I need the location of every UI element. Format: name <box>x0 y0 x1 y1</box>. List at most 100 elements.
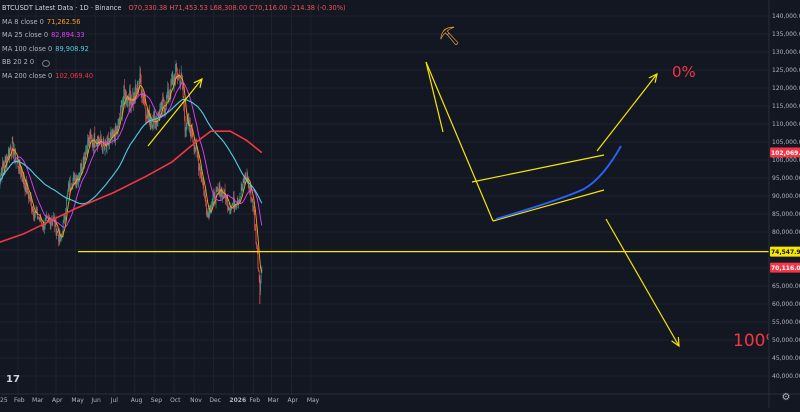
indicator-label: MA 8 close 0 <box>2 16 44 30</box>
candle-body <box>34 214 35 218</box>
symbol-header[interactable]: BTCUSDT Latest Data · 1D · Binance O70,3… <box>2 2 346 16</box>
indicator-value: 102,069.40 <box>55 70 93 84</box>
indicator-label: BB 20 2 0 <box>2 56 34 70</box>
candle-body <box>207 214 208 217</box>
candle-body <box>258 268 259 272</box>
candle-body <box>54 219 55 227</box>
price-tick-label: 120,000.00 <box>772 85 800 92</box>
price-tick-label: 125,000.00 <box>772 67 800 74</box>
price-tick-label: 85,000.00 <box>772 211 800 218</box>
candle-body <box>116 129 117 132</box>
candle-body <box>45 218 46 220</box>
price-tick-label: 100,000.00 <box>772 157 800 164</box>
candle-body <box>187 119 188 128</box>
candle-body <box>258 252 259 268</box>
candle-body <box>56 232 57 235</box>
candle-body <box>149 110 150 125</box>
candle-body <box>132 100 133 104</box>
price-badge-label: 70,116.00 <box>771 265 800 272</box>
indicator-value: 82,894.33 <box>51 29 85 43</box>
candle-body <box>9 150 10 157</box>
candle-body <box>225 196 226 204</box>
candle-body <box>147 109 148 119</box>
candle-body <box>91 137 92 138</box>
candle-body <box>63 215 64 221</box>
indicator-value: 89,908.92 <box>55 43 89 57</box>
candle-body <box>119 119 120 120</box>
time-tick-label: Feb <box>249 397 260 404</box>
candle-body <box>142 95 143 96</box>
pickaxe-icon: ⛏ <box>438 26 461 47</box>
candle-body <box>39 218 40 220</box>
channel-line[interactable] <box>493 190 604 221</box>
candle-body <box>83 157 84 169</box>
candle-body <box>1 173 2 176</box>
gear-icon[interactable]: ⚙ <box>780 392 792 404</box>
price-badge-label: 74,547.92 <box>771 249 800 256</box>
candle-body <box>259 272 260 281</box>
candle-body <box>145 108 146 117</box>
price-axis[interactable] <box>769 0 800 408</box>
candle-body <box>29 195 30 198</box>
candle-body <box>98 137 99 141</box>
visibility-icon[interactable] <box>42 60 50 67</box>
time-tick-label: Oct <box>170 397 181 404</box>
candle-body <box>47 216 48 217</box>
tradingview-logo-icon[interactable]: 17 <box>6 374 22 386</box>
candle-body <box>95 147 96 148</box>
candle-body <box>186 128 187 131</box>
time-tick-label: 2026 <box>229 397 246 404</box>
time-tick-label: Apr <box>287 397 298 404</box>
candle-body <box>30 197 31 200</box>
time-axis[interactable] <box>0 394 800 408</box>
candle-body <box>144 101 145 102</box>
candle-body <box>8 150 9 159</box>
curve-line[interactable] <box>496 146 621 219</box>
indicator-row[interactable]: BB 20 2 0 <box>2 56 346 70</box>
candle-body <box>79 176 80 177</box>
candle-body <box>14 155 15 159</box>
candle-body <box>82 169 83 172</box>
candle-body <box>241 187 242 197</box>
candle-body <box>69 179 70 189</box>
candle-body <box>167 88 168 97</box>
indicator-label: MA 100 close 0 <box>2 43 52 57</box>
candle-body <box>198 159 199 170</box>
indicator-value: 71,262.56 <box>47 16 81 30</box>
candle-body <box>191 131 192 138</box>
time-tick-label: Jul <box>110 397 119 404</box>
candle-body <box>42 226 43 227</box>
time-tick-label: Apr <box>52 397 63 404</box>
candle-body <box>88 140 89 143</box>
candle-body <box>18 168 19 171</box>
candle-body <box>255 229 256 230</box>
candle-body <box>246 177 247 178</box>
candle-body <box>198 155 199 159</box>
candle-body <box>217 187 218 188</box>
price-tick-label: 140,000.00 <box>772 13 800 20</box>
candle-body <box>236 205 237 206</box>
candle-body <box>245 175 246 177</box>
candle-body <box>130 89 131 98</box>
candle-body <box>59 232 60 241</box>
trend-arrow-down[interactable] <box>606 219 679 346</box>
price-tick-label: 45,000.00 <box>772 355 800 362</box>
price-badge-label: 102,069.40 <box>771 150 800 157</box>
time-tick-label: May <box>71 397 84 404</box>
candle-body <box>10 148 11 149</box>
candle-body <box>25 185 26 191</box>
candle-body <box>232 204 233 205</box>
candle-body <box>192 137 193 142</box>
candle-body <box>243 179 244 187</box>
candle-body <box>60 238 61 241</box>
trend-arrow-up[interactable] <box>597 74 657 151</box>
time-tick-label: May <box>307 397 320 404</box>
candle-body <box>165 108 166 112</box>
candle-body <box>254 215 255 229</box>
time-tick-label: Aug <box>131 397 143 404</box>
candle-body <box>136 86 137 90</box>
